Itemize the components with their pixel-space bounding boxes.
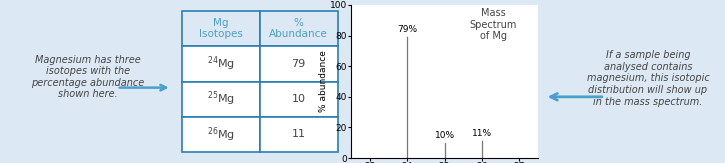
Text: Magnesium has three
isotopes with the
percentage abundance
shown here.: Magnesium has three isotopes with the pe… — [31, 54, 144, 99]
Text: 79%: 79% — [397, 25, 417, 34]
Y-axis label: % abundance: % abundance — [319, 51, 328, 112]
Text: Mass
Spectrum
of Mg: Mass Spectrum of Mg — [470, 8, 517, 41]
Text: If a sample being
analysed contains
magnesium, this isotopic
distribution will s: If a sample being analysed contains magn… — [587, 50, 709, 107]
Text: 10%: 10% — [434, 131, 455, 140]
Text: 11%: 11% — [472, 129, 492, 138]
